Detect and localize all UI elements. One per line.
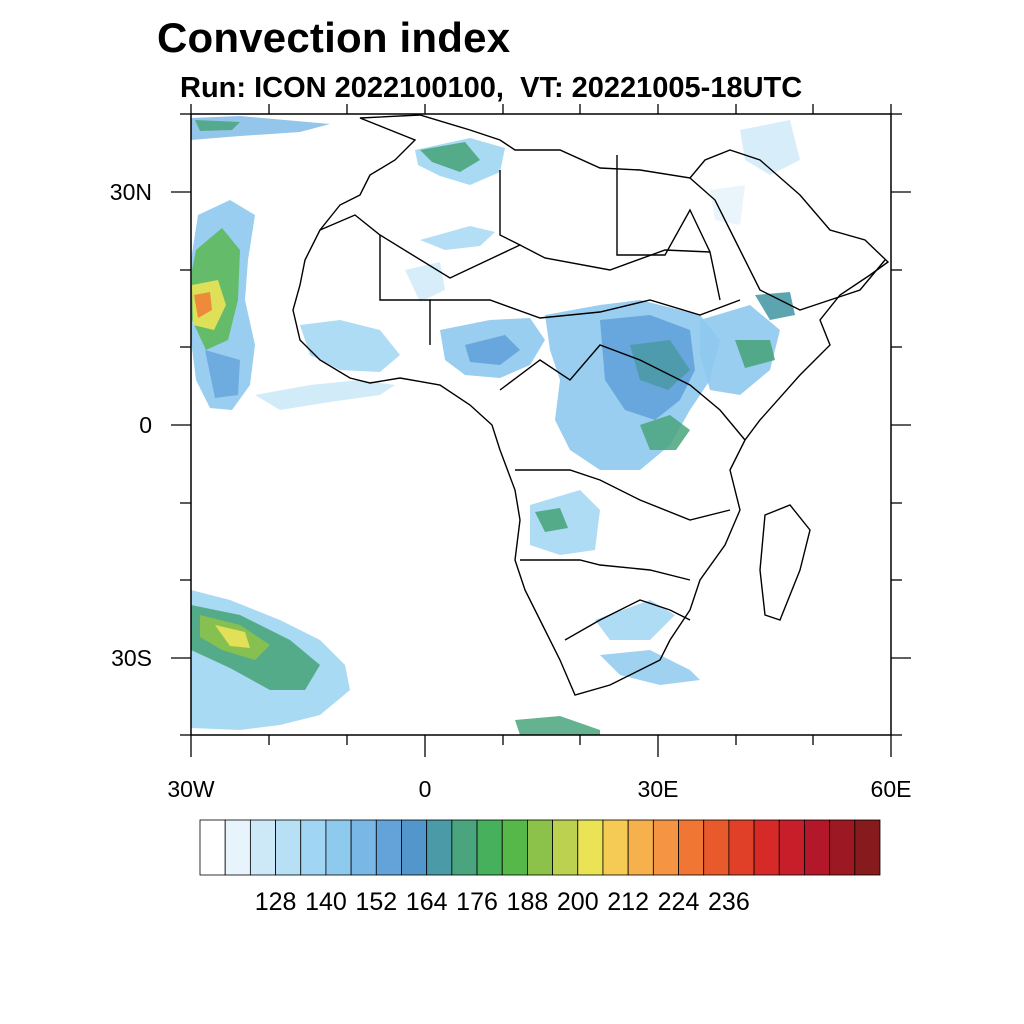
colorbar-box (249, 819, 276, 876)
colorbar-label: 164 (405, 888, 448, 916)
colorbar-box (350, 819, 377, 876)
colorbar-box (703, 819, 730, 876)
map-subtitle: Run: ICON 2022100100, VT: 20221005-18UTC (180, 72, 803, 104)
colorbar-box (829, 819, 856, 876)
colorbar-box (451, 819, 478, 876)
colorbar-label: 188 (506, 888, 549, 916)
colorbar-box (476, 819, 503, 876)
colorbar-label: 200 (556, 888, 599, 916)
colorbar-box (602, 819, 629, 876)
colorbar-box (300, 819, 327, 876)
lon-label-0: 0 (418, 776, 432, 802)
colorbar-box (325, 819, 352, 876)
colorbar-box (275, 819, 302, 876)
colorbar-label: 128 (254, 888, 297, 916)
lat-label-30s: 30S (111, 645, 152, 671)
coastlines (292, 114, 890, 696)
colorbar-box (577, 819, 604, 876)
colorbar-box (552, 819, 579, 876)
colorbar-box (426, 819, 453, 876)
tick-marks (171, 104, 911, 757)
colorbar-box (728, 819, 755, 876)
colorbar-box (753, 819, 780, 876)
colorbar-label: 152 (355, 888, 398, 916)
lon-label-30e: 30E (637, 776, 679, 802)
colorbar-box (678, 819, 705, 876)
colorbar-box (527, 819, 553, 876)
lon-label-30w: 30W (167, 776, 215, 802)
lat-label-0: 0 (139, 412, 152, 438)
map-title: Convection index (157, 14, 511, 61)
convection-field (191, 116, 800, 735)
map-panel (191, 114, 891, 735)
colorbar (199, 819, 881, 876)
colorbar-box (627, 819, 654, 876)
colorbar-box (199, 819, 226, 876)
colorbar-box (375, 819, 402, 876)
colorbar-box (652, 819, 679, 876)
colorbar-box (501, 819, 528, 876)
colorbar-label: 224 (657, 888, 700, 916)
lat-label-30n: 30N (109, 179, 152, 205)
colorbar-box (778, 819, 805, 876)
colorbar-box (854, 819, 881, 876)
colorbar-box (804, 819, 831, 876)
colorbar-label: 176 (456, 888, 498, 916)
lon-label-60e: 60E (870, 776, 912, 802)
colorbar-label: 236 (708, 888, 750, 916)
colorbar-label: 140 (305, 888, 347, 916)
colorbar-label: 212 (607, 888, 649, 916)
colorbar-box (224, 819, 251, 876)
colorbar-box (401, 819, 428, 876)
